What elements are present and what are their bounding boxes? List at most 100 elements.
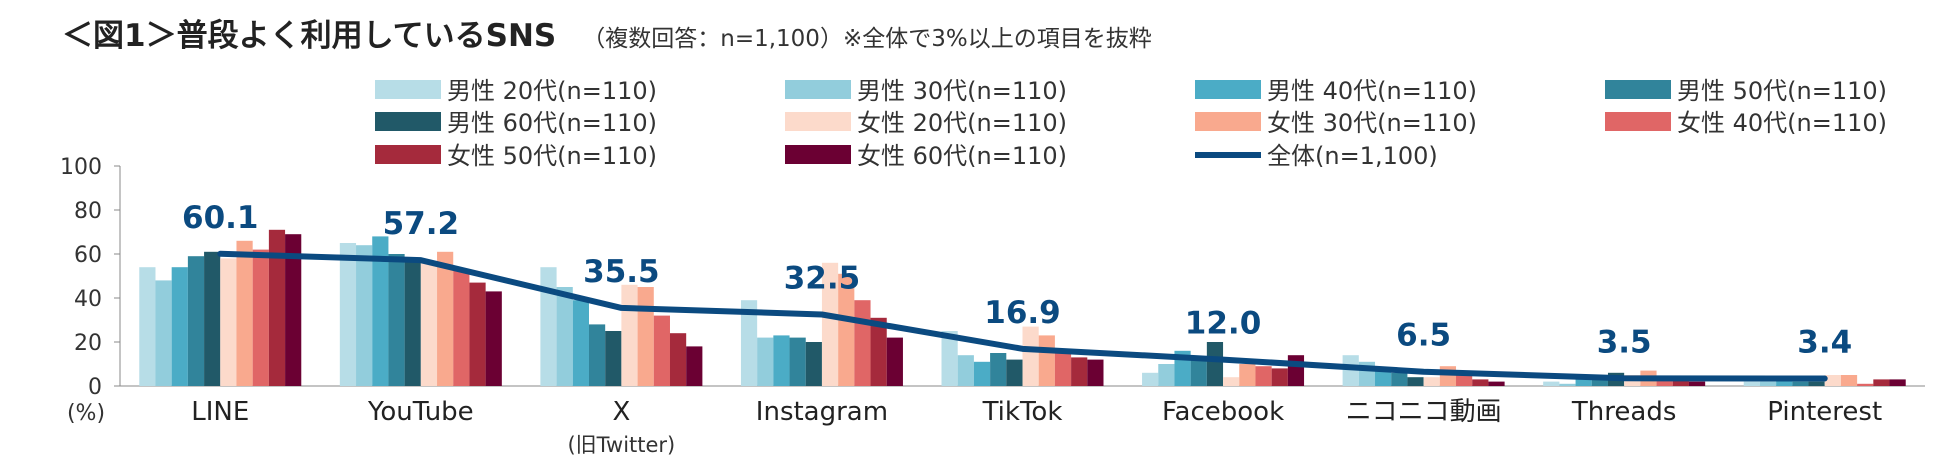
total-data-label: 60.1 <box>182 200 259 236</box>
bar <box>453 269 470 386</box>
legend-swatch <box>785 80 851 99</box>
bar <box>1672 379 1689 386</box>
y-tick-label: 80 <box>74 199 102 224</box>
total-line-point <box>819 312 824 317</box>
legend-label: 女性 50代(n=110) <box>447 142 657 170</box>
bar <box>404 258 421 386</box>
legend-label: 男性 60代(n=110) <box>447 109 657 137</box>
total-line: 60.1 57.2 35.5 32.5 16.9 12.0 6.5 3.5 3.4 <box>182 200 1852 382</box>
legend-label: 女性 40代(n=110) <box>1677 109 1887 137</box>
x-axis-labels: LINE YouTube X (旧Twitter) Instagram TikTok Fac… <box>191 397 1882 457</box>
x-tick-label: X <box>612 397 630 427</box>
bar <box>1375 368 1392 386</box>
bar <box>1006 359 1023 386</box>
total-line-point <box>619 305 624 310</box>
y-tick-label: 40 <box>74 287 102 312</box>
bar <box>941 331 958 386</box>
total-data-label: 57.2 <box>383 206 460 242</box>
bar <box>789 337 806 386</box>
bar <box>1792 381 1809 386</box>
total-data-label: 32.5 <box>784 261 861 297</box>
bar <box>1206 342 1224 386</box>
bar <box>1022 326 1039 386</box>
bar <box>669 333 687 386</box>
bar <box>973 361 991 386</box>
bar <box>1239 364 1256 386</box>
bar <box>437 251 454 386</box>
bar <box>139 267 156 386</box>
total-line-point <box>418 258 423 263</box>
legend-swatch <box>785 145 851 164</box>
bar <box>252 249 269 386</box>
bar <box>1087 359 1104 386</box>
y-tick-label: 0 <box>88 375 102 400</box>
legend-swatch <box>375 80 441 99</box>
total-data-label: 12.0 <box>1185 306 1262 342</box>
bar <box>1223 377 1240 386</box>
legend-label: 男性 50代(n=110) <box>1677 77 1887 105</box>
legend-label: 男性 40代(n=110) <box>1267 77 1477 105</box>
total-line-point <box>1822 376 1827 381</box>
bar <box>1142 372 1159 386</box>
legend-swatch <box>1605 112 1671 131</box>
x-tick-label: LINE <box>191 397 249 427</box>
bar <box>605 331 622 386</box>
bar <box>1857 383 1874 386</box>
x-tick-label: Threads <box>1571 397 1676 427</box>
bar <box>556 287 573 386</box>
bar <box>1743 381 1760 386</box>
title-row: ＜図1＞普段よく利用しているSNS （複数回答：n=1,100）※全体で3%以上… <box>62 10 1152 66</box>
x-tick-label: TikTok <box>982 397 1063 427</box>
x-tick-label: Pinterest <box>1767 397 1882 427</box>
bar <box>1255 366 1272 386</box>
bar <box>388 254 405 386</box>
bar <box>1038 335 1055 386</box>
total-line-point <box>218 251 223 256</box>
bar <box>588 324 606 386</box>
chart-title: ＜図1＞普段よく利用しているSNS <box>62 18 557 54</box>
bar <box>990 353 1007 386</box>
legend-label: 男性 30代(n=110) <box>857 77 1067 105</box>
bar <box>540 267 557 386</box>
bar <box>957 355 974 386</box>
total-line-point <box>1421 369 1426 374</box>
legend-swatch <box>1605 80 1671 99</box>
legend-label: 女性 30代(n=110) <box>1267 109 1477 137</box>
y-axis-label: (%) <box>67 401 105 426</box>
y-tick-label: 20 <box>74 331 102 356</box>
legend-swatch <box>785 112 851 131</box>
x-tick-label: YouTube <box>367 397 474 427</box>
bar <box>1190 359 1207 386</box>
bar <box>805 342 822 386</box>
bar <box>236 240 253 386</box>
bar <box>870 317 887 386</box>
bar <box>1488 381 1505 386</box>
legend-swatch <box>375 145 441 164</box>
bar <box>356 245 373 386</box>
bar <box>1472 379 1489 386</box>
total-data-label: 6.5 <box>1396 318 1451 354</box>
bar <box>469 282 486 386</box>
bar <box>572 300 589 386</box>
bar <box>1688 381 1706 386</box>
bar <box>1559 383 1576 386</box>
y-tick-label: 100 <box>60 155 102 180</box>
bar <box>1342 355 1359 386</box>
legend-label: 男性 20代(n=110) <box>447 77 657 105</box>
bar <box>285 234 302 386</box>
bar <box>740 300 758 386</box>
x-tick-sublabel: (旧Twitter) <box>567 433 675 457</box>
total-data-label: 35.5 <box>583 254 660 290</box>
bar <box>420 260 438 386</box>
bar <box>1271 368 1288 386</box>
bar <box>1071 357 1088 386</box>
bar <box>171 267 188 386</box>
bar <box>1889 379 1906 386</box>
total-line-point <box>1020 346 1025 351</box>
bar <box>757 337 774 386</box>
legend: 男性 20代(n=110) 男性 30代(n=110) 男性 40代(n=110) 男… <box>375 77 1887 170</box>
bar <box>1287 355 1305 386</box>
bar <box>1391 372 1408 386</box>
bar <box>1407 377 1424 386</box>
bar <box>485 291 502 386</box>
